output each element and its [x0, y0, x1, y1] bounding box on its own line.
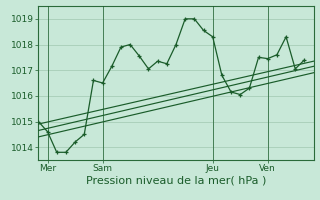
X-axis label: Pression niveau de la mer( hPa ): Pression niveau de la mer( hPa ) — [86, 176, 266, 186]
